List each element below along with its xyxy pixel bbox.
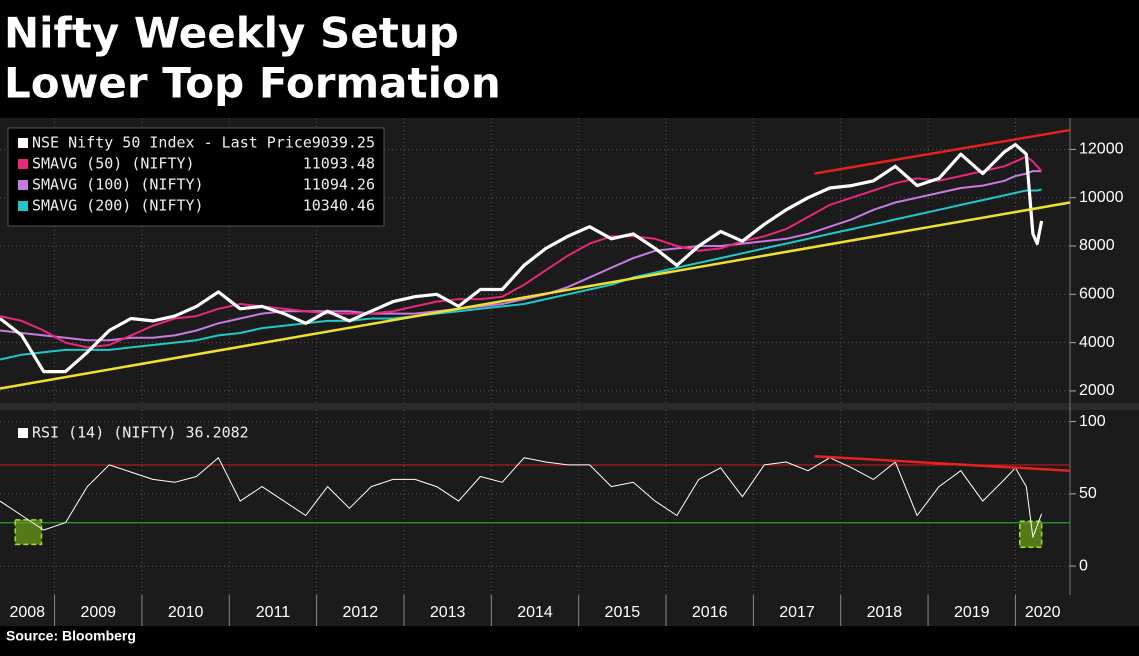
y-tick-label: 4000 bbox=[1079, 334, 1115, 351]
source-note: Source: Bloomberg bbox=[6, 628, 136, 644]
x-tick-label: 2018 bbox=[867, 604, 903, 621]
legend-swatch bbox=[18, 159, 28, 169]
y-tick-label: 50 bbox=[1079, 485, 1097, 502]
trend-line bbox=[0, 201, 1071, 390]
y-tick-label: 12000 bbox=[1079, 141, 1124, 158]
highlight-box bbox=[14, 519, 43, 546]
legend-label: SMAVG (100) (NIFTY) bbox=[32, 176, 204, 194]
x-tick-label: 2009 bbox=[80, 604, 116, 621]
legend-label: RSI (14) (NIFTY) bbox=[32, 424, 177, 442]
y-tick-label: 6000 bbox=[1079, 286, 1115, 303]
panel-divider bbox=[0, 403, 1139, 410]
x-tick-label: 2015 bbox=[605, 604, 641, 621]
y-tick-label: 0 bbox=[1079, 557, 1088, 574]
legend-swatch bbox=[18, 201, 28, 211]
x-tick-label: 2016 bbox=[692, 604, 728, 621]
y-tick-label: 10000 bbox=[1079, 189, 1124, 206]
y-tick-label: 8000 bbox=[1079, 237, 1115, 254]
legend-value: 10340.46 bbox=[303, 197, 375, 215]
x-tick-label: 2017 bbox=[779, 604, 815, 621]
series-line bbox=[0, 457, 1043, 538]
legend-label: NSE Nifty 50 Index - Last Price bbox=[32, 134, 312, 152]
legend-label: SMAVG (50) (NIFTY) bbox=[32, 155, 195, 173]
legend-swatch bbox=[18, 428, 28, 438]
x-tick-label: 2014 bbox=[517, 604, 553, 621]
x-tick-label: 2012 bbox=[343, 604, 379, 621]
x-tick-label: 2020 bbox=[1025, 604, 1061, 621]
x-tick-label: 2013 bbox=[430, 604, 466, 621]
chart-title: Nifty Weekly Setup bbox=[4, 9, 459, 58]
series-line bbox=[0, 188, 1042, 361]
legend-swatch bbox=[18, 138, 28, 148]
x-tick-label: 2019 bbox=[954, 604, 990, 621]
series-line bbox=[0, 143, 1044, 374]
legend-swatch bbox=[18, 180, 28, 190]
legend-box bbox=[7, 127, 385, 227]
y-tick-label: 2000 bbox=[1079, 382, 1115, 399]
x-tick-label: 2011 bbox=[256, 604, 291, 621]
legend-value: 9039.25 bbox=[312, 134, 375, 152]
y-tick-label: 100 bbox=[1079, 413, 1106, 430]
trend-line bbox=[814, 128, 1071, 175]
trend-line bbox=[814, 455, 1071, 472]
legend-label: SMAVG (200) (NIFTY) bbox=[32, 197, 204, 215]
highlight-box bbox=[1019, 520, 1043, 549]
legend-value: 11094.26 bbox=[303, 176, 375, 194]
series-line bbox=[0, 155, 1043, 349]
legend-value: 11093.48 bbox=[303, 155, 375, 173]
legend-value: 36.2082 bbox=[186, 424, 249, 442]
x-tick-label: 2010 bbox=[168, 604, 204, 621]
chart-subtitle: Lower Top Formation bbox=[4, 59, 501, 108]
x-tick-label: 2008 bbox=[9, 604, 45, 621]
